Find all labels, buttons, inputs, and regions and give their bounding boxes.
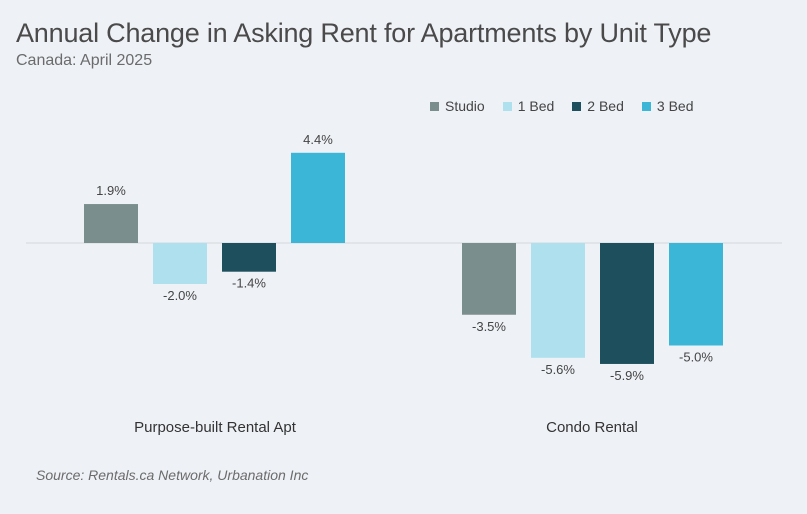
category-label-condo: Condo Rental — [546, 419, 638, 436]
data-label-condo-2-bed: -5.9% — [610, 368, 644, 383]
legend-label-3-bed: 3 Bed — [656, 98, 694, 114]
legend-item-1-bed: 1 Bed — [502, 98, 555, 114]
category-label-purpose-built: Purpose-built Rental Apt — [134, 419, 297, 436]
legend-label-1-bed: 1 Bed — [517, 98, 555, 114]
legend-label-studio: Studio — [445, 98, 485, 114]
bar-condo-2-bed — [600, 243, 654, 364]
source-note: Source: Rentals.ca Network, Urbanation I… — [36, 467, 309, 483]
legend-item-3-bed: 3 Bed — [641, 98, 694, 114]
bar-purpose-built-3-bed — [291, 152, 345, 243]
bar-purpose-built-1-bed — [153, 243, 207, 284]
legend-item-2-bed: 2 Bed — [572, 98, 624, 114]
legend-swatch-3-bed — [641, 101, 651, 111]
chart-title: Annual Change in Asking Rent for Apartme… — [16, 18, 712, 48]
bar-condo-1-bed — [531, 243, 585, 358]
bar-purpose-built-studio — [84, 204, 138, 243]
legend-swatch-studio — [430, 101, 439, 111]
bar-condo-studio — [462, 243, 516, 315]
data-label-purpose-built-2-bed: -1.4% — [232, 276, 266, 291]
legend-label-2-bed: 2 Bed — [587, 98, 624, 114]
data-label-purpose-built-3-bed: 4.4% — [303, 132, 333, 147]
bar-condo-3-bed — [669, 243, 723, 346]
legend-swatch-1-bed — [502, 101, 512, 111]
chart-subtitle: Canada: April 2025 — [16, 52, 153, 69]
legend-item-studio: Studio — [430, 98, 485, 114]
legend-swatch-2-bed — [572, 101, 582, 111]
data-label-purpose-built-1-bed: -2.0% — [163, 288, 197, 303]
data-label-condo-studio: -3.5% — [472, 319, 506, 334]
legend: Studio 1 Bed 2 Bed 3 Bed — [430, 98, 693, 114]
data-label-condo-1-bed: -5.6% — [541, 362, 575, 377]
bar-purpose-built-2-bed — [222, 243, 276, 272]
data-label-condo-3-bed: -5.0% — [679, 350, 713, 365]
data-label-purpose-built-studio: 1.9% — [96, 183, 126, 198]
